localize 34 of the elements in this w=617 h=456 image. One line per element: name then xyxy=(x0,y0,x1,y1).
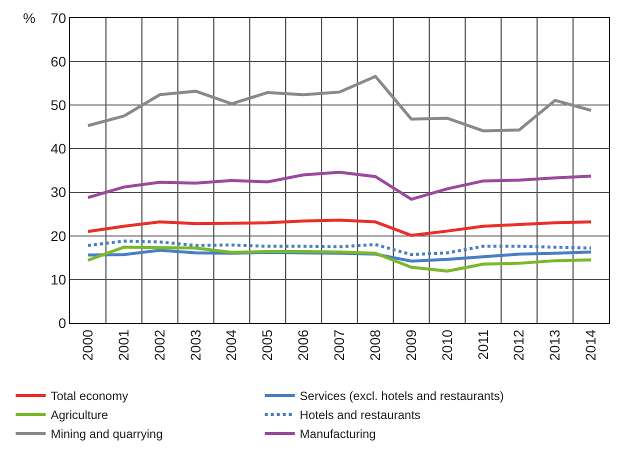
line-series xyxy=(86,246,593,273)
x-tick-label: 2010 xyxy=(438,329,455,361)
x-tick-label: 2013 xyxy=(546,329,563,361)
legend-label: Mining and quarrying xyxy=(50,427,163,442)
y-axis-title: % xyxy=(23,10,36,26)
y-tick-label: 30 xyxy=(50,184,66,200)
y-tick-label: 10 xyxy=(50,271,66,288)
x-tick-label: 2011 xyxy=(474,329,491,360)
x-tick-label: 2000 xyxy=(80,329,96,361)
y-tick-label: 0 xyxy=(58,314,66,331)
x-tick-label: 2008 xyxy=(366,329,383,361)
y-tick-label: 60 xyxy=(50,53,66,70)
legend-label: Manufacturing xyxy=(300,427,376,442)
y-tick-label: 20 xyxy=(50,228,66,244)
x-tick-label: 2012 xyxy=(510,329,527,361)
line-series xyxy=(86,218,593,237)
line-series xyxy=(86,74,593,132)
legend-label: Hotels and restaurants xyxy=(300,408,421,422)
y-tick-label: 70 xyxy=(50,10,66,26)
x-tick-label: 2005 xyxy=(259,329,276,361)
x-tick-label: 2003 xyxy=(187,329,204,361)
legend-label: Agriculture xyxy=(50,408,108,422)
x-tick-label: 2004 xyxy=(223,329,240,361)
x-tick-label: 2001 xyxy=(115,329,132,361)
legend-label: Total economy xyxy=(50,389,128,404)
y-tick-label: 40 xyxy=(50,140,66,157)
x-tick-label: 2009 xyxy=(402,329,419,361)
line-series xyxy=(86,170,593,201)
legend-label: Services (excl. hotels and restaurants) xyxy=(300,389,504,404)
x-tick-label: 2006 xyxy=(295,329,312,361)
x-tick-label: 2007 xyxy=(331,329,348,361)
x-tick-label: 2002 xyxy=(151,329,168,361)
x-tick-label: 2014 xyxy=(582,329,599,361)
y-tick-label: 50 xyxy=(50,97,66,114)
